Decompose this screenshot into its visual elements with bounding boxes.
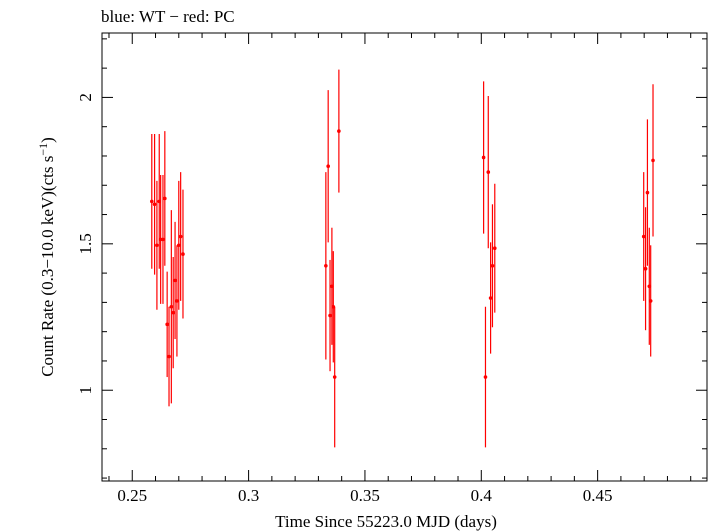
data-point (155, 243, 159, 248)
x-axis-label: Time Since 55223.0 MJD (days) (275, 512, 497, 531)
data-point (171, 310, 176, 315)
data-point (328, 313, 332, 318)
data-point (324, 263, 328, 268)
data-point (167, 354, 171, 359)
data-point (648, 299, 653, 303)
data-point (486, 170, 491, 174)
data-point (645, 190, 650, 195)
data-point (488, 296, 493, 300)
data-point (173, 278, 177, 283)
y-axis-label-close: ) (38, 137, 57, 143)
data-point (178, 234, 183, 239)
data-point (483, 375, 488, 379)
y-tick-label: 2 (76, 93, 95, 102)
data-point (165, 322, 169, 327)
data-point (490, 263, 495, 268)
y-axis-label: Count Rate (0.3−10.0 keV)(cts s−1) (36, 137, 57, 377)
data-point (176, 243, 181, 248)
x-tick-label: 0.45 (583, 486, 613, 505)
data-point (163, 196, 167, 201)
data-point (481, 155, 486, 160)
y-tick-label: 1 (76, 386, 95, 395)
plot-frame (101, 32, 708, 482)
x-tick-label: 0.35 (350, 486, 380, 505)
data-point (161, 237, 165, 242)
chart-title: blue: WT − red: PC (101, 7, 235, 26)
data-point (492, 246, 497, 251)
axis-tick-labels: 0.25 0.3 0.35 0.4 0.45 1 1.5 2 (76, 93, 613, 505)
data-point (149, 199, 154, 204)
data-point (152, 202, 157, 207)
data-point (651, 158, 655, 163)
data-point (181, 252, 185, 256)
data-point (332, 375, 337, 379)
data-point (175, 299, 179, 303)
axis-ticks (102, 33, 707, 481)
y-axis-label-main: Count Rate (0.3−10.0 keV)(cts s (38, 156, 57, 377)
y-tick-label: 1.5 (76, 233, 95, 254)
data-point (643, 266, 648, 271)
data-point (641, 234, 646, 239)
data-point (326, 164, 330, 169)
x-tick-label: 0.4 (471, 486, 493, 505)
data-points (149, 69, 655, 448)
y-axis-label-superscript: −1 (36, 143, 50, 156)
x-tick-label: 0.3 (238, 486, 259, 505)
data-point (337, 129, 341, 133)
data-point (169, 304, 174, 309)
x-tick-label: 0.25 (117, 486, 147, 505)
